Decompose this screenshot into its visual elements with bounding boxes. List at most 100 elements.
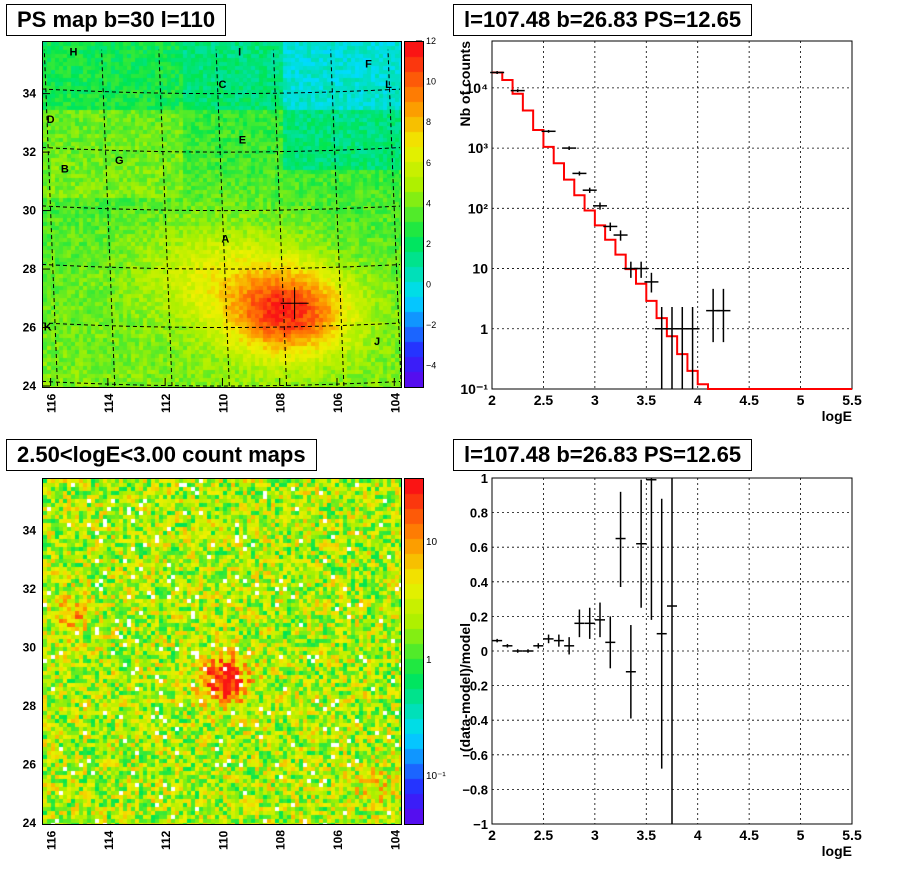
count-map-title: 2.50<logE<3.00 count maps: [6, 439, 317, 471]
ps-map-source-i: I: [238, 47, 241, 59]
ps-map-parallel: [41, 146, 401, 153]
spectrum-y-tick-label: 10⁴: [466, 80, 489, 96]
ps-palette-label: 10: [426, 77, 436, 87]
count-map-palette: [404, 478, 424, 825]
residual-y-tick-label: 0.6: [470, 540, 488, 555]
residual-y-tick-label: 0.4: [470, 575, 489, 590]
residual-y-tick-label: 0.8: [470, 506, 488, 521]
ps-palette-label: 8: [426, 117, 431, 127]
count-map-lon-label: 104: [388, 830, 402, 850]
ps-map-lon-label: 104: [388, 393, 402, 413]
residual-title: l=107.48 b=26.83 PS=12.65: [453, 439, 753, 471]
count-map-lat-label: 34: [23, 524, 37, 538]
ps-map-lat-label: 28: [23, 262, 37, 276]
count-map-image[interactable]: [42, 478, 402, 825]
ps-map-lat-label: 30: [23, 204, 37, 218]
spectrum-model-step: [492, 71, 852, 390]
ps-palette-label: 2: [426, 239, 431, 249]
count-map-lon-label: 112: [159, 830, 173, 850]
ps-map-lon-label: 116: [45, 393, 59, 413]
residual-x-tick-label: 2: [488, 827, 496, 843]
ps-map-source-c: C: [218, 79, 226, 91]
ps-map-source-f: F: [365, 58, 372, 70]
ps-map-source-h: H: [70, 47, 78, 59]
ps-map-source-j: J: [374, 336, 380, 348]
ps-palette-label: 0: [426, 280, 431, 290]
ps-map-meridian: [215, 49, 230, 387]
residual-x-tick-label: 5.5: [842, 827, 862, 843]
ps-map-lon-label: 108: [274, 393, 288, 413]
ps-map-source-k: K: [44, 321, 52, 333]
residual-y-tick-label: 0.2: [470, 609, 488, 624]
spectrum-x-tick-label: 2.5: [534, 392, 554, 408]
ps-map-meridian: [101, 49, 116, 387]
residual-y-tick-label: −1: [473, 817, 488, 832]
ps-map-lat-label: 24: [23, 379, 37, 393]
ps-map-meridian: [43, 49, 58, 387]
count-map-lon-label: 116: [45, 830, 59, 850]
count-map-lon-label: 108: [274, 830, 288, 850]
count-palette-label: 10⁻¹: [426, 771, 446, 782]
spectrum-y-tick-label: 1: [480, 321, 488, 337]
count-map-lat-label: 28: [23, 699, 37, 713]
count-map-lon-label: 114: [102, 830, 116, 850]
spectrum-x-tick-label: 3.5: [637, 392, 657, 408]
ps-map-lon-label: 110: [216, 393, 230, 413]
ps-palette-label: 12: [426, 36, 436, 46]
spectrum-y-tick-label: 10: [472, 261, 488, 277]
ps-map-meridian: [158, 49, 173, 387]
spectrum-x-tick-label: 5.5: [842, 392, 862, 408]
count-palette-label: 1: [426, 655, 432, 666]
ps-palette-label: −2: [426, 320, 436, 330]
ps-map-source-g: G: [115, 155, 124, 167]
residual-x-tick-label: 5: [797, 827, 805, 843]
ps-map-lat-label: 34: [23, 87, 37, 101]
count-map-lat-label: 26: [23, 758, 37, 772]
residual-x-tick-label: 3: [591, 827, 599, 843]
spectrum-y-tick-label: 10⁻¹: [460, 381, 488, 397]
residual-x-tick-label: 2.5: [534, 827, 554, 843]
count-map-lon-label: 106: [331, 830, 345, 850]
ps-map-lon-label: 112: [159, 393, 173, 413]
ps-map-title: PS map b=30 l=110: [6, 4, 227, 36]
count-map-lat-label: 32: [23, 582, 37, 596]
ps-map-parallel: [41, 263, 401, 270]
ps-map-source-d: D: [47, 114, 55, 126]
count-map-canvas: [43, 479, 401, 824]
ps-map-lon-label: 106: [331, 393, 345, 413]
spectrum-x-tick-label: 5: [797, 392, 805, 408]
spectrum-x-tick-label: 2: [488, 392, 496, 408]
residual-y-tick-label: −0.4: [462, 713, 488, 728]
ps-map-meridian: [272, 49, 288, 387]
spectrum-y-axis-label: Nb of counts: [457, 41, 473, 127]
spectrum-title: l=107.48 b=26.83 PS=12.65: [453, 4, 753, 36]
count-map-lat-label: 30: [23, 641, 37, 655]
spectrum-x-axis-label: logE: [822, 408, 852, 424]
ps-map-meridian: [330, 49, 345, 387]
spectrum-x-tick-label: 3: [591, 392, 599, 408]
residual-y-tick-label: 0: [481, 644, 488, 659]
ps-palette-label: −4: [426, 361, 436, 371]
ps-map-lat-label: 26: [23, 321, 37, 335]
spectrum-y-tick-label: 10³: [468, 140, 489, 156]
residual-y-tick-label: −0.8: [462, 782, 488, 797]
ps-map-parallel: [41, 322, 401, 329]
count-palette-label: 10: [426, 537, 438, 548]
ps-map-source-e: E: [239, 134, 246, 146]
count-map-lat-label: 24: [23, 816, 37, 830]
ps-map-grid: [41, 49, 402, 387]
ps-palette-label: 4: [426, 198, 431, 208]
ps-map-palette: [404, 41, 424, 388]
ps-map-parallel: [41, 88, 401, 95]
ps-map-lat-label: 32: [23, 145, 37, 159]
spectrum-x-tick-label: 4: [694, 392, 702, 408]
ps-map-parallel: [41, 380, 401, 387]
ps-map-parallel: [41, 205, 401, 212]
residual-x-tick-label: 3.5: [637, 827, 657, 843]
ps-map-source-a: A: [221, 234, 229, 246]
residual-y-tick-label: −0.6: [462, 748, 488, 763]
ps-map-lon-label: 114: [102, 393, 116, 413]
residual-y-tick-label: 1: [481, 471, 488, 486]
